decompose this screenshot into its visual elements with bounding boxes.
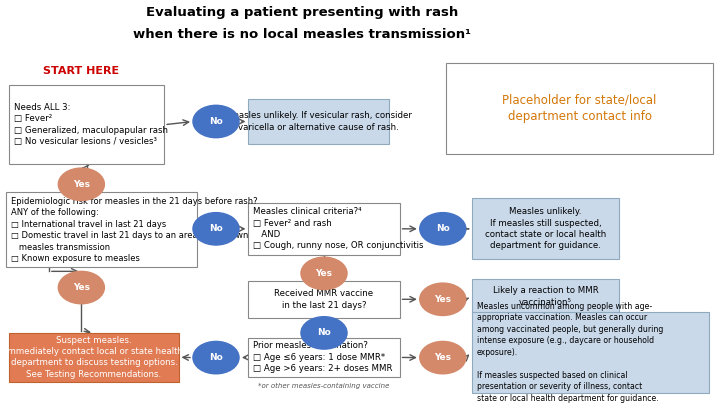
Ellipse shape: [193, 341, 239, 374]
Text: Received MMR vaccine
in the last 21 days?: Received MMR vaccine in the last 21 days…: [274, 289, 374, 309]
Text: Evaluating a patient presenting with rash: Evaluating a patient presenting with ras…: [146, 6, 459, 19]
Ellipse shape: [420, 213, 466, 245]
Ellipse shape: [301, 257, 347, 290]
FancyBboxPatch shape: [472, 279, 619, 314]
FancyBboxPatch shape: [472, 198, 619, 259]
Text: Likely a reaction to MMR
vaccination⁵: Likely a reaction to MMR vaccination⁵: [492, 286, 598, 307]
FancyBboxPatch shape: [248, 281, 400, 318]
FancyBboxPatch shape: [248, 202, 400, 255]
Text: Suspect measles.
Immediately contact local or state health
department to discuss: Suspect measles. Immediately contact loc…: [5, 335, 183, 379]
Ellipse shape: [58, 271, 104, 304]
Text: START HERE: START HERE: [43, 66, 120, 76]
Ellipse shape: [420, 341, 466, 374]
Text: Epidemiologic risk for measles in the 21 days before rash?
ANY of the following:: Epidemiologic risk for measles in the 21…: [11, 197, 258, 263]
Text: Needs ALL 3:
□ Fever²
□ Generalized, maculopapular rash
□ No vesicular lesions /: Needs ALL 3: □ Fever² □ Generalized, mac…: [14, 103, 168, 146]
FancyBboxPatch shape: [248, 99, 389, 144]
FancyBboxPatch shape: [9, 85, 164, 164]
FancyBboxPatch shape: [472, 312, 709, 393]
Ellipse shape: [193, 105, 239, 138]
Ellipse shape: [193, 213, 239, 245]
Text: Measles clinical criteria?⁴
□ Fever² and rash
   AND
□ Cough, runny nose, OR con: Measles clinical criteria?⁴ □ Fever² and…: [253, 207, 424, 251]
Ellipse shape: [420, 283, 466, 315]
Text: Measles unlikely. If vesicular rash, consider
varicella or alternative cause of : Measles unlikely. If vesicular rash, con…: [225, 111, 412, 132]
Text: Measles unlikely.
If measles still suspected,
contact state or local health
depa: Measles unlikely. If measles still suspe…: [485, 207, 606, 251]
FancyBboxPatch shape: [6, 192, 197, 267]
Ellipse shape: [301, 317, 347, 349]
FancyBboxPatch shape: [248, 338, 400, 377]
Text: Yes: Yes: [73, 180, 90, 189]
Text: No: No: [436, 224, 450, 233]
Text: No: No: [317, 328, 331, 337]
Text: No: No: [209, 353, 223, 362]
Text: No: No: [209, 117, 223, 126]
Text: Measles uncommon among people with age-
appropriate vaccination. Measles can occ: Measles uncommon among people with age- …: [477, 302, 663, 403]
Text: No: No: [209, 224, 223, 233]
Text: when there is no local measles transmission¹: when there is no local measles transmiss…: [133, 28, 472, 41]
Text: Yes: Yes: [315, 269, 333, 278]
Text: Placeholder for state/local
department contact info: Placeholder for state/local department c…: [503, 94, 657, 123]
FancyBboxPatch shape: [446, 63, 713, 154]
Text: Yes: Yes: [73, 283, 90, 292]
Text: Yes: Yes: [434, 295, 451, 304]
Text: *or other measles-containing vaccine: *or other measles-containing vaccine: [258, 383, 390, 389]
FancyBboxPatch shape: [9, 333, 179, 382]
Ellipse shape: [58, 168, 104, 200]
Text: Yes: Yes: [434, 353, 451, 362]
Text: Prior measles vaccination?
□ Age ≤6 years: 1 dose MMR*
□ Age >6 years: 2+ doses : Prior measles vaccination? □ Age ≤6 year…: [253, 341, 393, 373]
